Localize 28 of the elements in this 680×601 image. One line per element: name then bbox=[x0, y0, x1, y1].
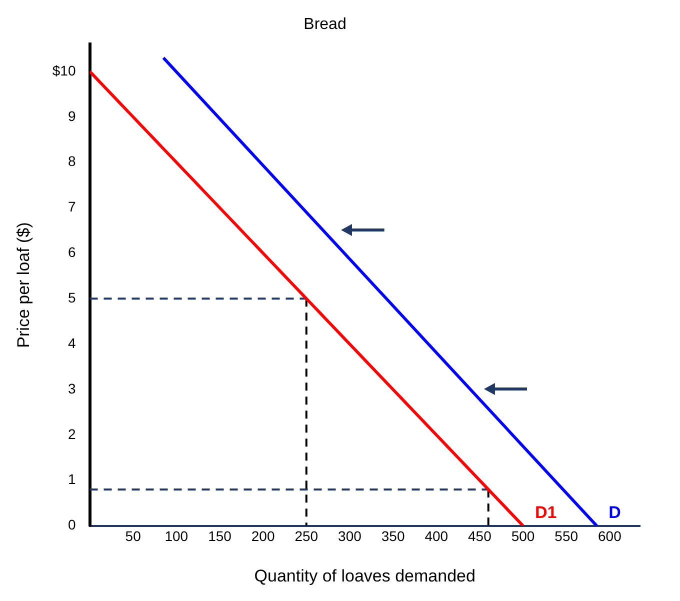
x-tick-label: 350 bbox=[381, 528, 405, 544]
x-tick-label: 300 bbox=[338, 528, 362, 544]
x-tick-label: 100 bbox=[164, 528, 188, 544]
x-axis-title: Quantity of loaves demanded bbox=[254, 566, 476, 586]
y-tick-label: 8 bbox=[68, 153, 76, 170]
y-tick-label: 3 bbox=[68, 380, 76, 396]
y-tick-label: 0 bbox=[68, 516, 76, 533]
x-tick-label: 50 bbox=[125, 528, 142, 544]
x-tick-label: 250 bbox=[294, 528, 318, 544]
series-label: D1 bbox=[535, 502, 557, 522]
y-tick-label: 4 bbox=[68, 334, 76, 351]
x-tick-label: 200 bbox=[251, 528, 275, 544]
y-tick-label: 7 bbox=[68, 198, 76, 215]
x-tick-label: 550 bbox=[554, 528, 578, 544]
y-tick-label: 6 bbox=[68, 244, 76, 260]
y-tick-label: 9 bbox=[68, 108, 76, 124]
y-tick-label: $10 bbox=[52, 62, 76, 78]
x-tick-label: 400 bbox=[424, 528, 448, 544]
y-axis-title: Price per loaf ($) bbox=[14, 222, 33, 348]
y-tick-label: 5 bbox=[68, 289, 76, 306]
chart-title: Bread bbox=[304, 16, 346, 34]
x-tick-label: 450 bbox=[468, 528, 492, 544]
x-tick-label: 150 bbox=[208, 528, 232, 544]
x-tick-label: 600 bbox=[598, 528, 622, 544]
y-tick-label: 1 bbox=[68, 471, 76, 488]
series-label: D bbox=[608, 502, 621, 522]
x-tick-label: 500 bbox=[511, 528, 535, 544]
y-tick-label: 2 bbox=[68, 426, 76, 442]
